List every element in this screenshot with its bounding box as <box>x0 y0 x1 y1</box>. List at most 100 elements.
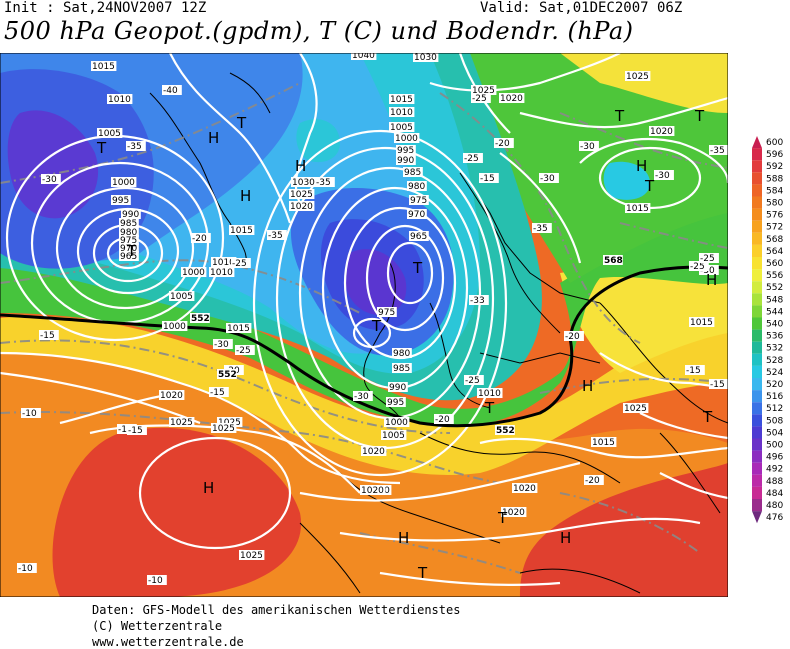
isobar-label: 1040 <box>352 53 375 61</box>
legend-swatch <box>752 462 762 475</box>
legend-value: 600 <box>766 138 783 148</box>
geopotential-label: 552 <box>496 426 515 436</box>
legend-swatch <box>752 136 762 149</box>
legend-value: 536 <box>766 332 783 342</box>
isotherm-label: -25 <box>700 254 715 264</box>
isobar-label: 980 <box>120 228 137 238</box>
isotherm-label-box <box>209 387 229 397</box>
isobar-label: 990 <box>389 383 406 393</box>
legend-swatch <box>752 390 762 403</box>
isotherm-label: -25 <box>236 346 251 356</box>
isotherm-label-box <box>494 138 514 148</box>
isotherm-label: -25 <box>464 154 479 164</box>
isotherms <box>0 82 728 574</box>
isobar-label-box <box>409 195 429 205</box>
isobar-label: 1000 <box>395 134 418 144</box>
isotherm-label-box <box>434 414 454 424</box>
isobar-label: 1020 <box>502 508 525 518</box>
isobar-label: 1020 <box>362 447 385 457</box>
isobar-label: 980 <box>408 182 425 192</box>
isotherm-label: -20 <box>435 415 450 425</box>
isobar-label-box <box>111 195 131 205</box>
high-pressure-marker: H <box>706 271 717 289</box>
isobar-label: 1015 <box>230 226 253 236</box>
legend-value: 556 <box>766 271 783 281</box>
isotherm-label-box <box>126 141 146 151</box>
isotherm-label: -15 <box>118 425 133 435</box>
legend-swatch <box>752 244 762 257</box>
legend-swatch <box>752 414 762 427</box>
isobar-label-box <box>396 145 416 155</box>
low-pressure-marker: T <box>371 317 382 335</box>
isotherm-label-box <box>117 424 137 434</box>
legend-swatch <box>752 281 762 294</box>
isotherm-label: -25 <box>232 259 247 269</box>
isotherm-label-box <box>709 379 728 389</box>
isobar-label: 1005 <box>98 129 121 139</box>
isotherm-label: -40 <box>163 86 178 96</box>
isotherm-label-box <box>654 170 674 180</box>
legend-swatch <box>752 148 762 161</box>
isobar-label: 995 <box>112 196 129 206</box>
low-pressure-marker: T <box>702 408 713 426</box>
isobar-label-box <box>181 267 207 277</box>
isobar-label-box <box>512 483 538 493</box>
geopotential-label-box <box>217 369 237 379</box>
isobar-label: 1020 <box>513 484 536 494</box>
isobar-label: 970 <box>120 244 137 254</box>
legend-value: 488 <box>766 477 783 487</box>
geopotential-label-box <box>603 255 623 265</box>
isobar-label-box <box>591 437 617 447</box>
footer-copyright: (C) Wetterzentrale <box>92 619 223 633</box>
low-pressure-marker: T <box>497 509 508 527</box>
isobar-label: 985 <box>393 364 410 374</box>
isobar-label-box <box>226 323 252 333</box>
isobar-label-box <box>119 251 139 261</box>
isobar-label: 1015 <box>690 318 713 328</box>
isobar-label-box <box>623 403 649 413</box>
high-pressure-marker: H <box>295 157 306 175</box>
isobar-label-box <box>386 397 406 407</box>
isobar-label-box <box>384 417 410 427</box>
legend-value: 532 <box>766 344 783 354</box>
isobar-label: 1015 <box>592 438 615 448</box>
geopotential-label-box <box>495 425 515 435</box>
isobar-label: 975 <box>120 236 137 246</box>
legend-value: 484 <box>766 489 783 499</box>
legend-swatch <box>752 257 762 270</box>
legend-swatch <box>752 474 762 487</box>
isobar-label-box <box>121 209 141 219</box>
isobar-label-box <box>649 126 675 136</box>
legend-value: 588 <box>766 174 783 184</box>
isotherm-label-box <box>699 253 719 263</box>
legend-value: 544 <box>766 307 783 317</box>
isobar-label-box <box>501 507 527 517</box>
isobar-label: 1030 <box>414 53 437 63</box>
isotherm-label-box <box>539 173 559 183</box>
isobar-label: 1010 <box>478 389 501 399</box>
isotherm-label-box <box>579 141 599 151</box>
isobar-label-box <box>625 71 651 81</box>
isobar-label-box <box>392 363 412 373</box>
isotherm-label: -25 <box>465 376 480 386</box>
isobar-label-box <box>689 317 715 327</box>
isobar-label: 1025 <box>170 418 193 428</box>
isobar-label: 1020 <box>650 127 673 137</box>
isobar-label-box <box>403 167 423 177</box>
isobar-label: 995 <box>397 146 414 156</box>
isotherm-label: -30 <box>354 392 369 402</box>
isobar-label-box <box>625 203 651 213</box>
low-pressure-marker: T <box>614 107 625 125</box>
isotherm-label-box <box>39 330 59 340</box>
isobar-label: 1025 <box>472 86 495 96</box>
isotherm-label: -35 <box>127 142 142 152</box>
isobar-label-box <box>217 417 243 427</box>
isotherm-label: -30 <box>580 142 595 152</box>
isobar-label-box <box>499 93 525 103</box>
isotherm-label: -20 <box>495 139 510 149</box>
legend-value: 548 <box>766 295 783 305</box>
valid-time: Valid: Sat,01DEC2007 06Z <box>480 0 683 16</box>
isobar-label-box <box>407 181 427 191</box>
isotherm-label: -30 <box>540 174 555 184</box>
isobar-label: 965 <box>410 232 427 242</box>
